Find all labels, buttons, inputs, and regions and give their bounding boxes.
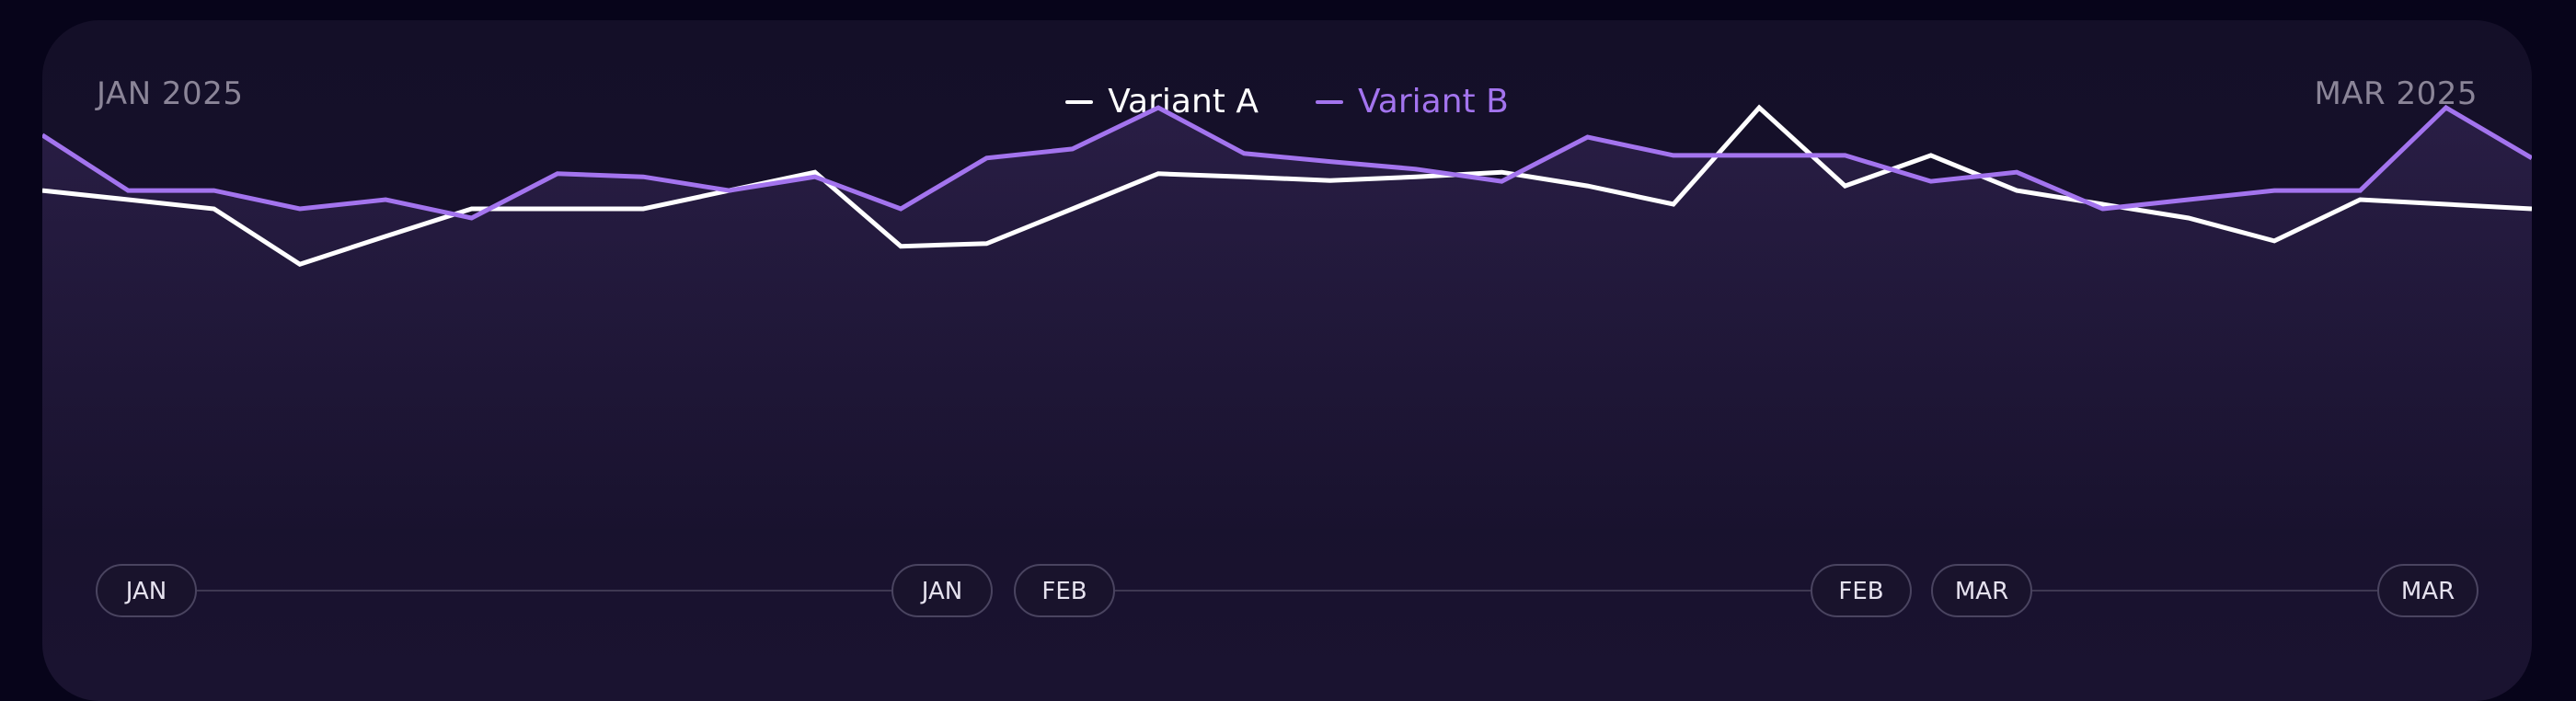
legend-item-variant-a[interactable]: Variant A <box>1065 83 1259 121</box>
legend-item-variant-b[interactable]: Variant B <box>1315 83 1509 121</box>
legend-swatch-variant-b <box>1315 99 1343 104</box>
legend-label-variant-a: Variant A <box>1108 83 1259 121</box>
line-chart: JAN JAN FEB FEB MAR MAR <box>42 104 2532 617</box>
legend: Variant A Variant B <box>42 83 2532 121</box>
timeline-mar-end[interactable]: MAR <box>2377 564 2478 617</box>
timeline-jan-start-bg <box>96 564 197 617</box>
timeline-feb-end-bg <box>1811 564 1912 617</box>
timeline-feb-start-label: FEB <box>1041 578 1087 605</box>
timeline-mar-start-bg <box>1931 564 2032 617</box>
timeline-feb-end[interactable]: FEB <box>1811 564 1912 617</box>
legend-swatch-variant-a <box>1065 99 1094 104</box>
timeline-mar-start-label: MAR <box>1955 578 2008 605</box>
timeline-feb-end-label: FEB <box>1838 578 1883 605</box>
series-area-variant-b <box>42 108 2532 535</box>
timeline-jan-end-bg <box>891 564 993 617</box>
timeline-mar-end-label: MAR <box>2401 578 2455 605</box>
legend-label-variant-b: Variant B <box>1357 83 1509 121</box>
chart-card: JAN 2025 MAR 2025 Variant A Variant B JA… <box>42 20 2532 701</box>
range-end-label: MAR 2025 <box>2314 75 2478 112</box>
timeline-jan-end-label: JAN <box>920 578 962 605</box>
timeline-jan-start[interactable]: JAN <box>96 564 197 617</box>
timeline-mar-end-bg <box>2377 564 2478 617</box>
timeline-jan-end[interactable]: JAN <box>891 564 993 617</box>
timeline-jan-start-label: JAN <box>124 578 167 605</box>
timeline-feb-start[interactable]: FEB <box>1014 564 1115 617</box>
timeline-mar-start[interactable]: MAR <box>1931 564 2032 617</box>
timeline-feb-start-bg <box>1014 564 1115 617</box>
series-line-variant-b <box>42 104 2532 221</box>
range-start-label: JAN 2025 <box>97 75 244 112</box>
